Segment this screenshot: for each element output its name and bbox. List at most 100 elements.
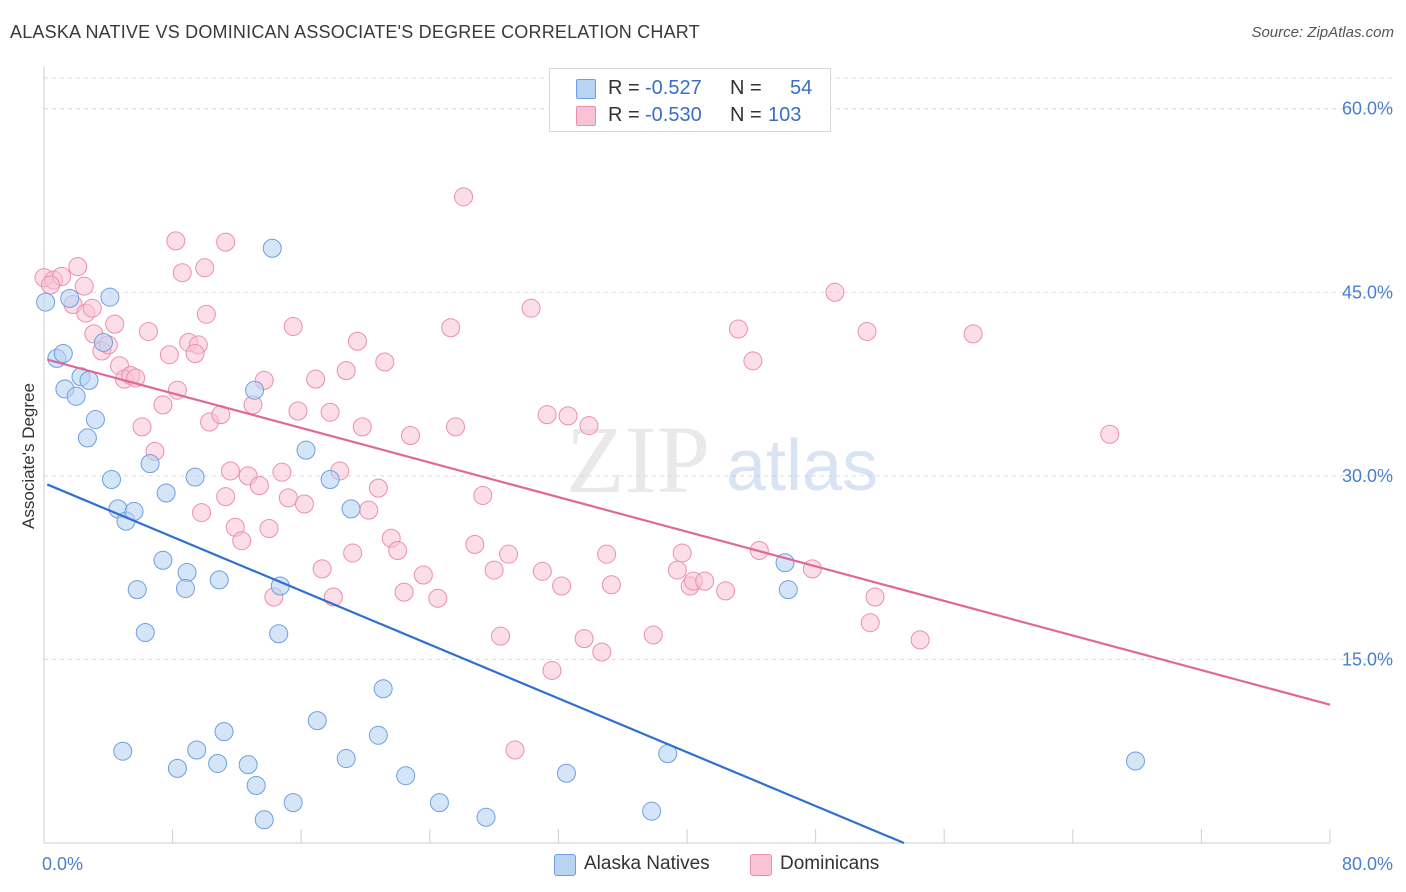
dominican-point [491,626,511,646]
series-legend: Alaska Natives Dominicans [0,852,1406,878]
alaska-point [135,623,155,643]
alaska-point [320,470,340,490]
dominican-point [454,187,474,207]
alaska-point [127,580,147,600]
dominican-point [232,531,252,551]
dominican-point [159,345,179,365]
dominican-point [532,561,552,581]
alaska-point [187,740,207,760]
n-value: 54 [790,77,813,99]
alaska-point [53,343,73,363]
dominican-point [153,395,173,415]
y-tick-label: 15.0% [1342,649,1393,669]
dominican-point [672,543,692,563]
dominican-point [166,231,186,251]
dominican-point [542,660,562,680]
alaska-point [476,807,496,827]
dominican-point [860,613,880,633]
legend-row-alaska: R = -0.527 N = 54 [550,75,830,101]
dominican-point [643,625,663,645]
grid-lines [44,77,1392,660]
dominican-point [537,405,557,425]
dominican-point [359,500,379,520]
alaska-point [396,766,416,786]
dominican-point [446,417,466,437]
alaska-point [113,741,133,761]
dominican-point [288,401,308,421]
n-value: 103 [768,104,802,126]
alaska-point [246,775,266,795]
dominican-point [185,343,205,363]
dominican-point [825,282,845,302]
y-tick-label: 45.0% [1342,282,1393,302]
alaska-point [177,563,197,583]
alaska-point [60,288,80,308]
dominican-point [597,544,617,564]
dominican-point [352,417,372,437]
dominican-point [394,582,414,602]
dominican-point [74,276,94,296]
dominican-point [413,565,433,585]
alaska-point [77,428,97,448]
alaska-point [209,570,229,590]
dominican-point [216,232,236,252]
dominican-point [558,406,578,426]
dominican-point [105,314,125,334]
dominican-point [68,257,88,277]
alaska-point [167,758,187,778]
stats-legend: R = -0.527 N = 54 R = -0.530 N = 103 [549,68,831,132]
alaska-point [254,810,274,830]
alaska-point [214,722,234,742]
dominican-point [910,630,930,650]
alaska-legend-label: Alaska Natives [584,853,710,874]
dominican-point [320,402,340,422]
dominican-point [743,351,763,371]
dominican-point [499,544,519,564]
dominican-point [695,571,715,591]
alaska-point [85,410,105,430]
dominican-point [343,543,363,563]
dominican-point [220,461,240,481]
alaska-point [296,440,316,460]
alaska-point [100,287,120,307]
dominican-point [484,560,504,580]
alaska-point [140,454,160,474]
alaska-point [556,763,576,783]
dominican-point [667,560,687,580]
dominican-swatch [576,106,596,126]
source-label: Source: ZipAtlas.com [1251,24,1394,41]
axes [43,66,1331,844]
alaska-legend-swatch [554,854,576,876]
dominican-point [401,425,421,445]
dominican-trend-line [46,358,1331,706]
alaska-point [336,749,356,769]
alaska-point [307,711,327,731]
dominican-legend-label: Dominicans [780,853,880,874]
dominican-point [278,488,298,508]
dominican-point [196,304,216,324]
dominican-point [521,298,541,318]
alaska-point [66,386,86,406]
x-tick-label: 0.0% [42,854,83,874]
dominican-point [592,642,612,662]
dominican-point [375,352,395,372]
alaska-point [238,755,258,775]
dominican-point [601,575,621,595]
dominican-point [40,275,60,295]
alaska-point [1125,751,1145,771]
dominican-point [1100,424,1120,444]
alaska-point [208,753,228,773]
dominican-point [552,576,572,596]
dominican-point [428,588,448,608]
dominican-point [294,494,314,514]
alaska-point [79,370,99,390]
alaska-point [93,332,113,352]
r-value: -0.527 [645,77,702,99]
r-label: R = [608,104,640,126]
tick-labels: 15.0% 30.0% 45.0% 60.0% 0.0% 80.0% [42,99,1393,874]
dominican-points [34,187,1120,760]
r-label: R = [608,77,640,99]
alaska-point [262,238,282,258]
alaska-point [373,679,393,699]
